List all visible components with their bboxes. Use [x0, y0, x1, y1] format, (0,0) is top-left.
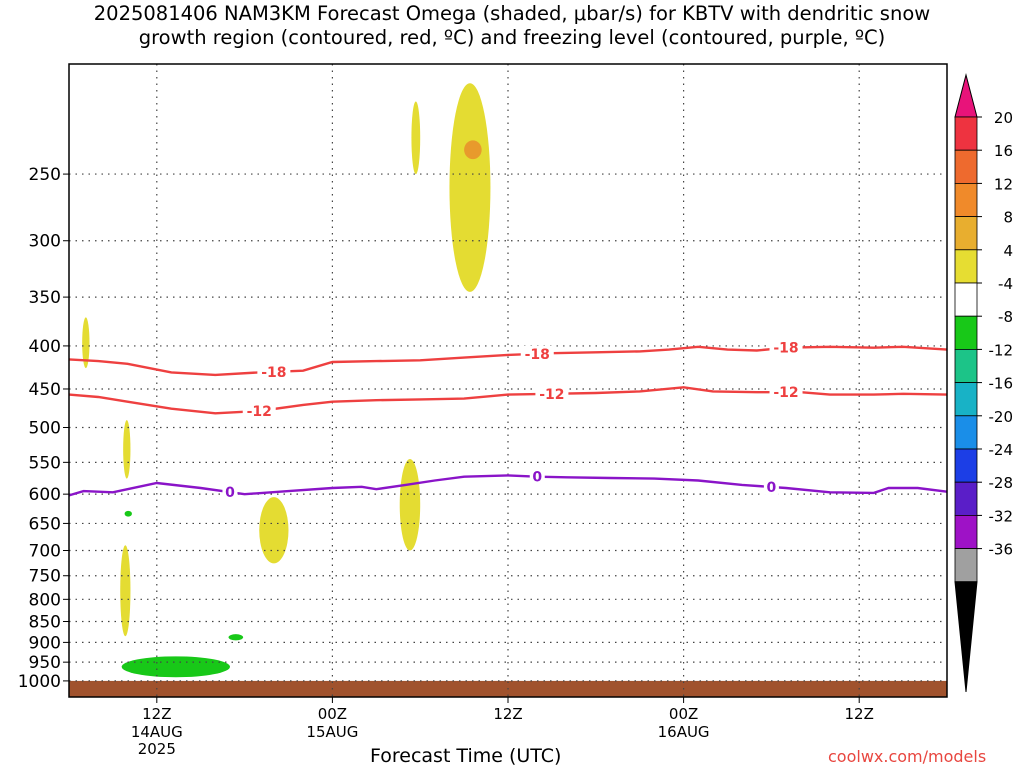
omega-shading [82, 83, 491, 678]
colorbar-arrow-bottom [954, 581, 978, 693]
colorbar-segment-11 [954, 481, 978, 516]
colorbar: 20 16 12 8 4 -4 -8 -12 -16 -20 -24 -28 -32 -36 [954, 73, 1014, 693]
contour-label-bg-2-1 [529, 468, 545, 485]
shaded-region-7 [399, 459, 421, 551]
y-tick-label-500: 500 [29, 418, 61, 438]
y-tick-label-350: 350 [29, 288, 61, 308]
shaded-region-0 [449, 83, 491, 292]
colorbar-label-8: -16 [989, 375, 1014, 393]
colorbar-segment-13 [954, 548, 978, 583]
colorbar-arrow-top [954, 73, 978, 118]
contour-lines: -18 -18 -18 -12 -12 -12 0 0 0 [68, 339, 948, 501]
contour-label-0-1: -18 [525, 347, 550, 363]
contour-label-bg-0-0 [257, 363, 291, 380]
x-tick-year-6: 2025 [138, 740, 176, 758]
y-tick-label-600: 600 [29, 485, 61, 505]
colorbar-segment-9 [954, 415, 978, 450]
colorbar-label-7: -12 [989, 341, 1014, 359]
colorbar-label-3: 8 [1003, 209, 1013, 227]
shaded-region-3 [82, 317, 90, 369]
x-tick-label-6: 12Z [142, 705, 171, 723]
contour-line-2 [68, 474, 948, 497]
contour-label-bg-1-2 [769, 384, 803, 401]
contour-label-2-0: 0 [225, 485, 235, 501]
shaded-region-5 [120, 545, 131, 637]
colorbar-label-9: -20 [989, 408, 1014, 426]
colorbar-segment-10 [954, 448, 978, 483]
colorbar-segment-12 [954, 515, 978, 550]
chart-title: 2025081406 NAM3KM Forecast Omega (shaded… [0, 2, 1024, 50]
y-tick-label-400: 400 [29, 337, 61, 357]
shaded-region-6 [259, 497, 289, 564]
y-tick-label-1000: 1000 [18, 672, 61, 692]
colorbar-label-1: 16 [994, 142, 1013, 160]
contour-label-bg-2-2 [763, 478, 779, 495]
colorbar-segment-3 [954, 216, 978, 251]
x-tick-date-6: 14AUG [131, 723, 183, 741]
colorbar-label-10: -24 [989, 441, 1014, 459]
y-tick-label-650: 650 [29, 514, 61, 534]
shaded-region-8 [124, 510, 132, 517]
x-tick-label-18: 00Z [318, 705, 347, 723]
colorbar-label-12: -32 [989, 507, 1014, 525]
colorbar-segment-8 [954, 382, 978, 417]
contour-label-bg-2-0 [222, 484, 238, 501]
contour-line-1 [68, 386, 948, 415]
contour-label-bg-1-1 [535, 385, 569, 402]
contour-label-1-0: -12 [247, 404, 272, 420]
y-tick-label-300: 300 [29, 232, 61, 252]
y-tick-label-900: 900 [29, 633, 61, 653]
y-tick-label-750: 750 [29, 567, 61, 587]
contour-label-bg-0-2 [769, 339, 803, 356]
contour-label-1-2: -12 [773, 385, 798, 401]
y-tick-label-250: 250 [29, 165, 61, 185]
contour-label-bg-0-1 [520, 345, 554, 362]
shaded-region-4 [123, 420, 131, 479]
colorbar-segment-0 [954, 116, 978, 151]
contour-label-0-2: -18 [773, 341, 798, 357]
colorbar-label-5: -4 [998, 275, 1013, 293]
x-tick-label-30: 12Z [493, 705, 522, 723]
contour-label-2-2: 0 [767, 480, 777, 496]
colorbar-segment-7 [954, 348, 978, 383]
grid-lines [69, 64, 947, 697]
x-tick-label-54: 12Z [845, 705, 874, 723]
x-axis-title: Forecast Time (UTC) [370, 745, 562, 767]
y-tick-label-550: 550 [29, 453, 61, 473]
y-tick-label-800: 800 [29, 590, 61, 610]
colorbar-label-0: 20 [994, 109, 1013, 127]
title-line-1: 2025081406 NAM3KM Forecast Omega (shaded… [93, 2, 931, 25]
x-tick-date-18: 15AUG [306, 723, 358, 741]
colorbar-label-6: -8 [998, 308, 1013, 326]
shaded-region-1 [464, 140, 482, 160]
colorbar-segment-1 [954, 149, 978, 184]
shaded-region-2 [411, 101, 421, 175]
x-tick-date-42: 16AUG [658, 723, 710, 741]
contour-label-1-1: -12 [539, 387, 564, 403]
credit-link[interactable]: coolwx.com/models [828, 747, 987, 766]
colorbar-segment-4 [954, 249, 978, 284]
y-tick-label-950: 950 [29, 653, 61, 673]
contour-label-bg-1-0 [242, 403, 276, 420]
colorbar-label-11: -28 [989, 474, 1014, 492]
colorbar-label-2: 12 [994, 175, 1013, 193]
shaded-region-10 [121, 656, 230, 678]
colorbar-segment-2 [954, 182, 978, 217]
y-tick-label-850: 850 [29, 612, 61, 632]
colorbar-label-13: -36 [989, 541, 1014, 559]
contour-label-2-1: 0 [532, 470, 542, 486]
y-tick-label-700: 700 [29, 542, 61, 562]
x-tick-label-42: 00Z [669, 705, 698, 723]
contour-label-0-0: -18 [261, 365, 286, 381]
colorbar-segment-6 [954, 315, 978, 350]
colorbar-label-4: 4 [1003, 242, 1013, 260]
shaded-region-9 [228, 634, 244, 641]
title-line-2: growth region (contoured, red, ºC) and f… [138, 26, 886, 49]
axes: 2503003504004505005506006507007508008509… [18, 63, 948, 758]
colorbar-segment-5 [954, 282, 978, 317]
y-tick-label-450: 450 [29, 380, 61, 400]
plot-frame [68, 63, 948, 698]
